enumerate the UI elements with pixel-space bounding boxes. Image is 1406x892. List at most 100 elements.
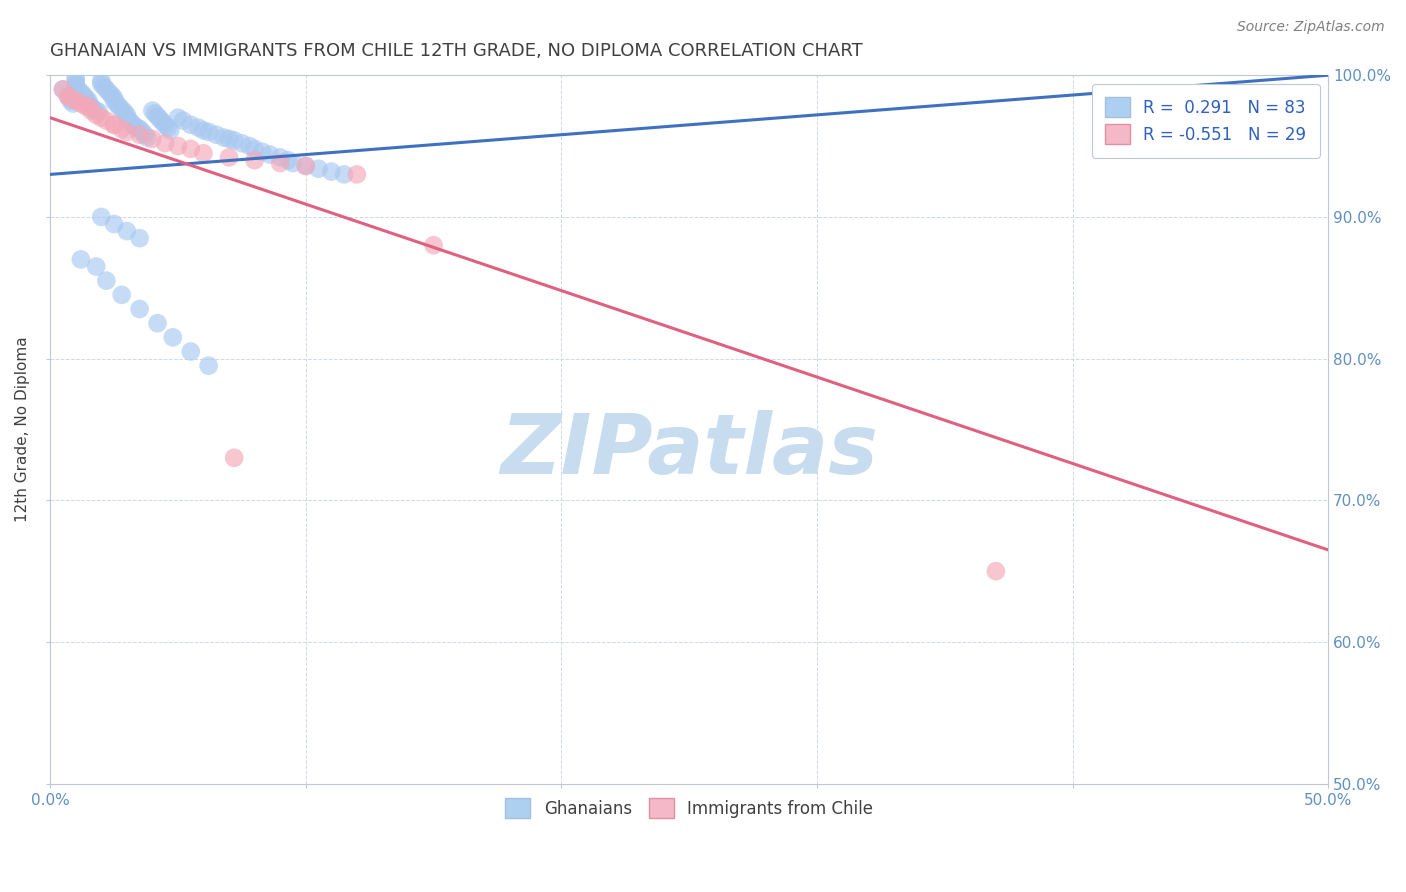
Point <box>69 96 91 111</box>
Point <box>136 130 159 145</box>
Point <box>90 210 112 224</box>
Point <box>115 111 138 125</box>
Point <box>224 133 246 147</box>
Point <box>146 316 169 330</box>
Point <box>96 113 118 128</box>
Point <box>80 103 103 118</box>
Point <box>180 142 202 156</box>
Point <box>96 82 118 96</box>
Point <box>333 168 356 182</box>
Point <box>167 139 190 153</box>
Point <box>143 106 166 120</box>
Point <box>422 238 444 252</box>
Point <box>162 330 184 344</box>
Point <box>212 130 235 145</box>
Point <box>308 161 330 176</box>
Point <box>294 159 316 173</box>
Point <box>984 564 1007 578</box>
Point <box>52 82 75 96</box>
Point <box>100 88 122 103</box>
Point <box>128 128 150 142</box>
Point <box>75 99 97 113</box>
Point <box>62 96 84 111</box>
Legend: Ghanaians, Immigrants from Chile: Ghanaians, Immigrants from Chile <box>499 791 880 825</box>
Point <box>77 99 100 113</box>
Point <box>141 132 163 146</box>
Point <box>187 120 209 135</box>
Point <box>105 96 128 111</box>
Point <box>269 156 291 170</box>
Point <box>153 118 176 132</box>
Point <box>172 113 194 128</box>
Point <box>243 142 266 156</box>
Point <box>243 153 266 168</box>
Point <box>67 82 90 96</box>
Point <box>103 217 125 231</box>
Point <box>103 118 125 132</box>
Point <box>97 85 120 99</box>
Point <box>193 123 215 137</box>
Point <box>269 150 291 164</box>
Point <box>121 116 143 130</box>
Point <box>115 108 138 122</box>
Point <box>218 132 240 146</box>
Text: ZIPatlas: ZIPatlas <box>501 410 879 491</box>
Point <box>238 139 260 153</box>
Point <box>65 74 87 88</box>
Point <box>128 301 150 316</box>
Point <box>180 344 202 359</box>
Point <box>115 125 138 139</box>
Point <box>111 288 134 302</box>
Point <box>84 108 107 122</box>
Point <box>252 145 274 159</box>
Point <box>156 120 179 135</box>
Point <box>197 359 219 373</box>
Point <box>197 125 219 139</box>
Point <box>193 146 215 161</box>
Point <box>141 103 163 118</box>
Point <box>90 111 112 125</box>
Point <box>115 224 138 238</box>
Point <box>59 94 82 108</box>
Point <box>77 96 100 111</box>
Point <box>346 168 368 182</box>
Point <box>167 111 190 125</box>
Point <box>65 77 87 91</box>
Point <box>56 89 79 103</box>
Point <box>112 105 135 120</box>
Point <box>56 89 79 103</box>
Point <box>65 94 87 108</box>
Point <box>103 94 125 108</box>
Point <box>69 252 91 267</box>
Point <box>90 77 112 91</box>
Point <box>59 91 82 105</box>
Point <box>83 102 105 116</box>
Point <box>134 128 156 142</box>
Point <box>103 118 125 132</box>
Point <box>277 153 299 168</box>
Text: Source: ZipAtlas.com: Source: ZipAtlas.com <box>1237 20 1385 34</box>
Point <box>77 94 100 108</box>
Point <box>152 115 174 129</box>
Point <box>159 123 181 137</box>
Point <box>224 450 246 465</box>
Point <box>111 122 134 136</box>
Point <box>321 164 343 178</box>
Point <box>294 159 316 173</box>
Point <box>281 156 304 170</box>
Point <box>146 109 169 123</box>
Point <box>96 274 118 288</box>
Point <box>69 85 91 99</box>
Point <box>128 122 150 136</box>
Point <box>65 70 87 85</box>
Point <box>84 103 107 118</box>
Point <box>87 105 110 120</box>
Point <box>65 79 87 94</box>
Point <box>231 136 253 151</box>
Point <box>84 260 107 274</box>
Point <box>75 91 97 105</box>
Point <box>90 74 112 88</box>
Point <box>131 125 153 139</box>
Point <box>80 99 103 113</box>
Point <box>118 113 141 128</box>
